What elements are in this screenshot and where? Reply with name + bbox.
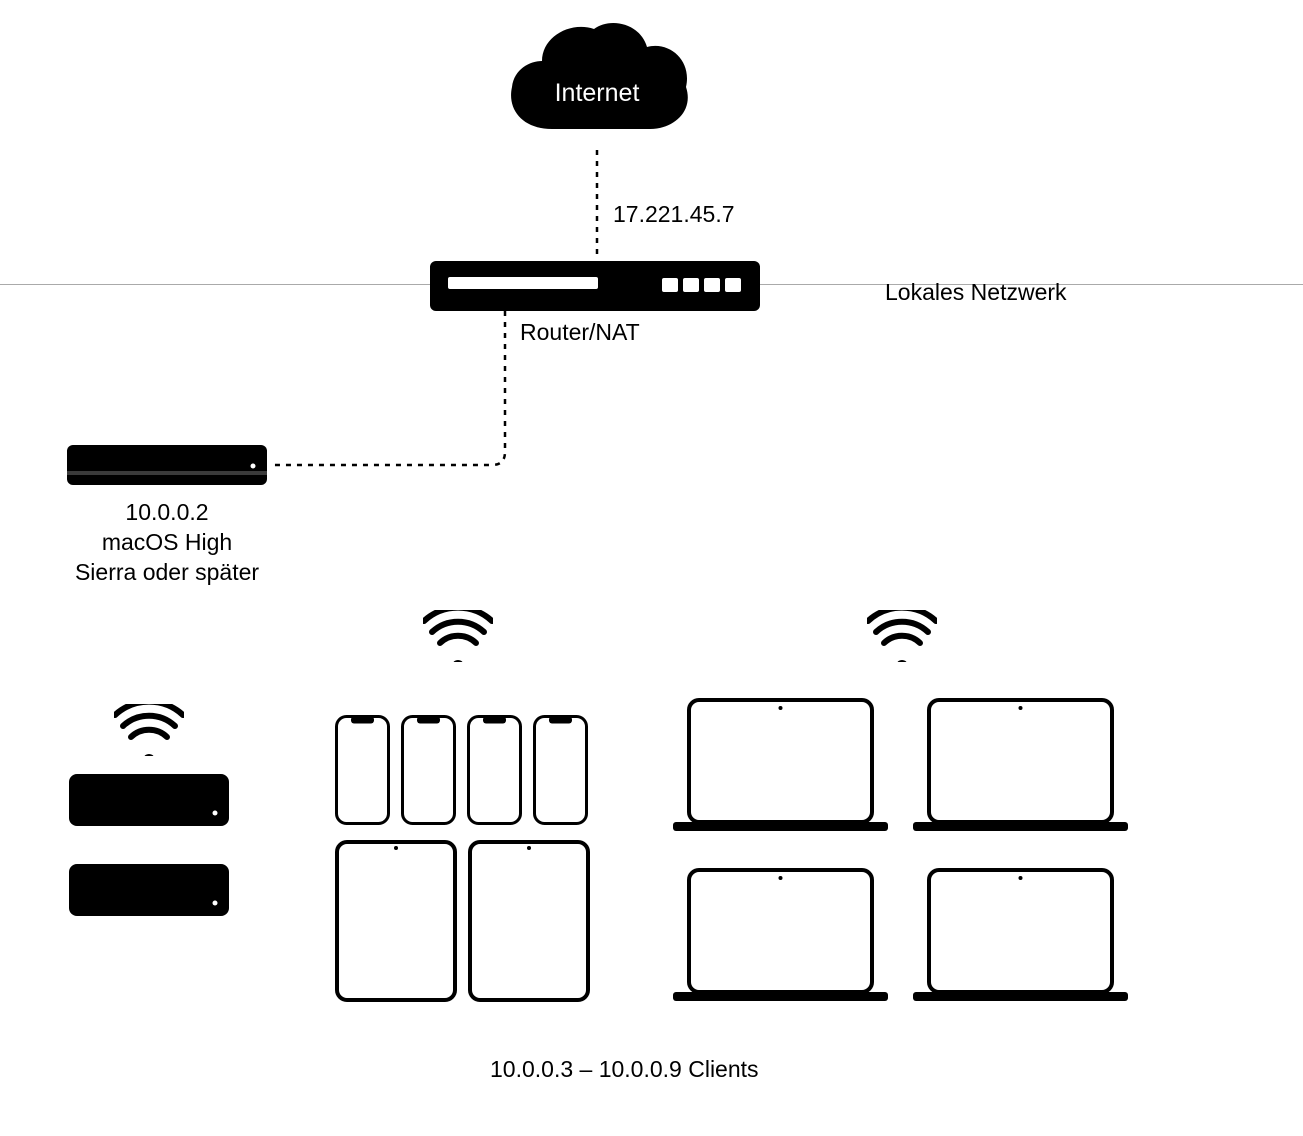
public-ip-label: 17.221.45.7 bbox=[613, 200, 735, 230]
router-label: Router/NAT bbox=[520, 318, 640, 348]
ipad-icon bbox=[468, 840, 590, 1002]
iphone-icon bbox=[335, 715, 390, 825]
iphone-icon bbox=[467, 715, 522, 825]
wifi-icon bbox=[114, 704, 184, 756]
apple-tv-icon bbox=[69, 774, 229, 826]
wifi-icon bbox=[423, 610, 493, 662]
server-icon bbox=[67, 445, 267, 485]
apple-tv-icon bbox=[69, 864, 229, 916]
server-label: 10.0.0.2 macOS High Sierra oder später bbox=[37, 498, 297, 588]
wifi-icon bbox=[867, 610, 937, 662]
server-os-label-1: macOS High bbox=[37, 528, 297, 558]
laptop-icon bbox=[673, 698, 888, 833]
iphone-icon bbox=[401, 715, 456, 825]
local-network-label: Lokales Netzwerk bbox=[885, 278, 1067, 308]
clients-range-label: 10.0.0.3 – 10.0.0.9 Clients bbox=[490, 1055, 759, 1085]
laptop-icon bbox=[913, 698, 1128, 833]
internet-label: Internet bbox=[502, 77, 692, 110]
iphone-icon bbox=[533, 715, 588, 825]
laptop-icon bbox=[673, 868, 888, 1003]
laptop-icon bbox=[913, 868, 1128, 1003]
ipad-icon bbox=[335, 840, 457, 1002]
internet-cloud-icon: Internet bbox=[502, 19, 692, 149]
server-os-label-2: Sierra oder später bbox=[37, 558, 297, 588]
server-ip-label: 10.0.0.2 bbox=[37, 498, 297, 528]
router-icon bbox=[430, 261, 760, 311]
